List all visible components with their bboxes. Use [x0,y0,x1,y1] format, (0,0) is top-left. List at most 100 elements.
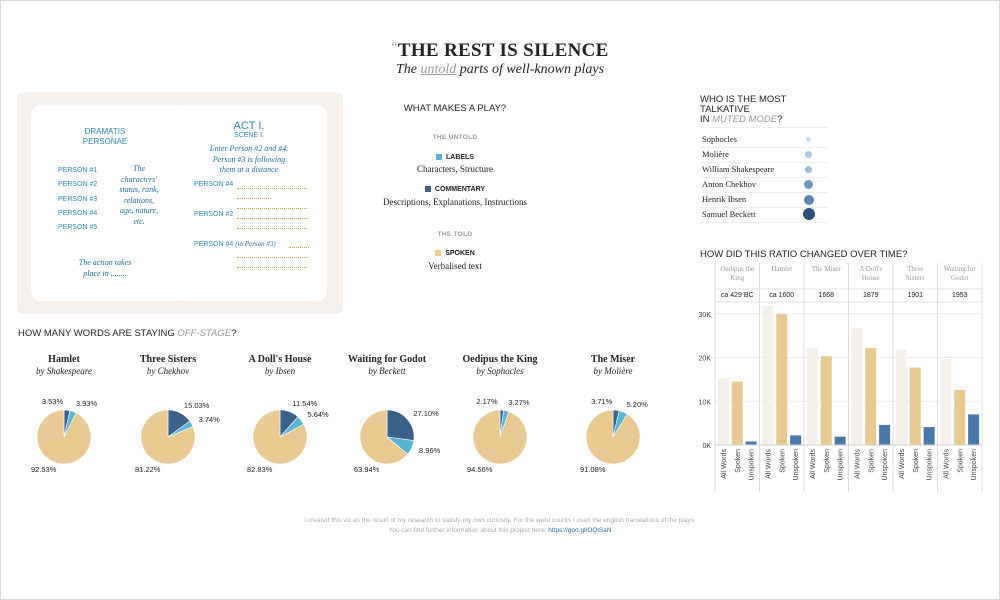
legend-commentary: COMMENTARY [305,186,605,193]
page-title: “THE REST IS SILENCE [391,40,609,61]
person-item: PERSON #4 [58,209,98,217]
pie-data-label: 82.83% [247,465,273,474]
x-tick-label: Spoken [913,449,920,473]
x-tick-label: Unspoken [971,449,978,481]
untold-group-heading: THE UNTOLD [432,134,478,141]
dialogue-line-1-speaker: PERSON #4 [194,181,234,188]
bar-spoken [820,356,832,445]
x-tick-label: All Words [765,449,772,479]
pie-data-label: 92.53% [31,465,57,474]
pie-title: The Miser [590,354,636,365]
legend-heading: WHAT MAKES A PLAY? [403,103,507,114]
book-right-page: ACT I. SCENE I. Enter Person #2 and #4. P… [179,105,327,301]
dialogue-line-3-text [237,252,307,258]
book-left-page: DRAMATIS PERSONAE PERSON #1 PERSON #2 PER… [31,105,179,301]
pie-data-label: 15.03% [183,400,210,410]
act-heading: ACT I. [233,120,265,132]
talkative-dot [804,195,814,205]
dialogue-line-3-text [237,262,307,268]
dialogue-line-1-text [237,203,307,209]
talkative-heading: WHO IS THE MOST TALKATIVE IN MUTED MODE? [700,94,787,125]
x-tick-label: Unspoken [927,449,934,481]
pie-chart [585,409,641,465]
talkative-row: Molière [700,147,828,163]
pie-slice-spoken [36,409,92,465]
pie-subtitle: by Ibsen [264,366,296,376]
talkative-row: Anton Chekhov [700,177,828,193]
bar-spoken [776,314,788,445]
play-name-label: A Doll's [859,265,882,273]
talkative-row: Samuel Beckett [700,207,828,223]
play-name-label: Godot [951,274,969,282]
x-tick-label: All Words [854,449,861,479]
pie-slice-spoken [585,409,641,465]
legend-labels-description: Characters, Structure [417,164,493,174]
pie-title: Three Sisters [139,354,197,365]
talkative-dot [806,137,811,142]
legend-spoken-description: Verbalised text [428,261,482,271]
person-item: PERSON #3 [58,195,98,203]
play-year-label: 1901 [907,292,923,299]
offstage-heading: HOW MANY WORDS ARE STAYING OFF-STAGE? [18,328,237,339]
legend-labels: LABELS [305,154,605,161]
pie-chart [359,409,415,465]
talkative-dot [803,208,815,220]
play-year-label: 1953 [952,292,968,299]
dialogue-line-1-text [237,193,271,199]
pie-data-label: 5.20% [626,399,648,409]
pie-data-label: 11.54% [292,399,318,409]
x-tick-label: Spoken [735,449,742,473]
pie-chart [36,409,92,465]
play-name-label: Oedipus the [720,265,754,273]
dialogue-line-3-text [289,242,309,248]
person-item: PERSON #2 [58,181,98,189]
person-item: PERSON #5 [58,224,98,232]
x-tick-label: Spoken [957,449,964,473]
pie-slice-commentary [386,409,415,441]
bar-unspoken [790,435,802,445]
x-tick-label: Spoken [779,449,786,473]
pie-title: Oedipus the King [462,354,538,365]
play-book-illustration: DRAMATIS PERSONAE PERSON #1 PERSON #2 PER… [17,92,343,314]
pie-data-label: 3.93% [75,399,98,409]
talkative-row: William Shakespeare [700,162,828,178]
pie-chart [140,409,196,465]
pie-chart [252,409,308,465]
dialogue-line-1-text [237,183,307,189]
x-tick-label: Unspoken [838,449,845,481]
talkative-row: Henrik Ibsen [700,192,828,208]
y-tick-label: 10K [699,399,712,406]
play-name-label: Waiting for [944,265,977,273]
bar-spoken [909,367,921,445]
x-tick-label: Unspoken [749,449,756,481]
x-tick-label: Unspoken [882,449,889,481]
dialogue-line-3-speaker: PERSON #4 (to Person #3) [194,240,276,248]
footer-link-line: You can find further information about t… [388,527,612,534]
stage-direction: Enter Person #2 and #4. Person #3 is foll… [209,144,289,175]
bar-spoken [731,381,743,445]
bar-all-words [895,349,907,445]
dialogue-line-2-text [237,213,307,219]
person-item: PERSON #1 [58,167,98,174]
labels-swatch [436,154,442,161]
told-group-heading: THE TOLD [437,231,473,238]
ratio-heading: HOW DID THIS RATIO CHANGED OVER TIME? [700,249,908,260]
play-name-label: King [730,274,745,282]
bar-unspoken [968,414,980,445]
project-link[interactable]: https://goo.gl/OQlSaN [548,527,612,534]
pie-title: A Doll's House [248,354,312,365]
dramatis-personae-heading: DRAMATIS PERSONAE [82,127,128,146]
play-name-label: Sisters [906,274,925,282]
pie-slice-spoken [252,409,308,465]
spoken-swatch [435,250,442,257]
pie-data-label: 3.27% [508,397,530,407]
untold-word: untold [420,62,457,77]
commentary-swatch [424,186,431,193]
bar-unspoken [834,436,846,445]
bar-all-words [762,305,774,445]
persons-list: PERSON #1 PERSON #2 PERSON #3 PERSON #4 … [58,164,97,235]
legend-commentary-description: Descriptions, Explanations, Instructions [383,197,527,207]
bar-unspoken [879,424,891,445]
bar-spoken [954,389,966,445]
